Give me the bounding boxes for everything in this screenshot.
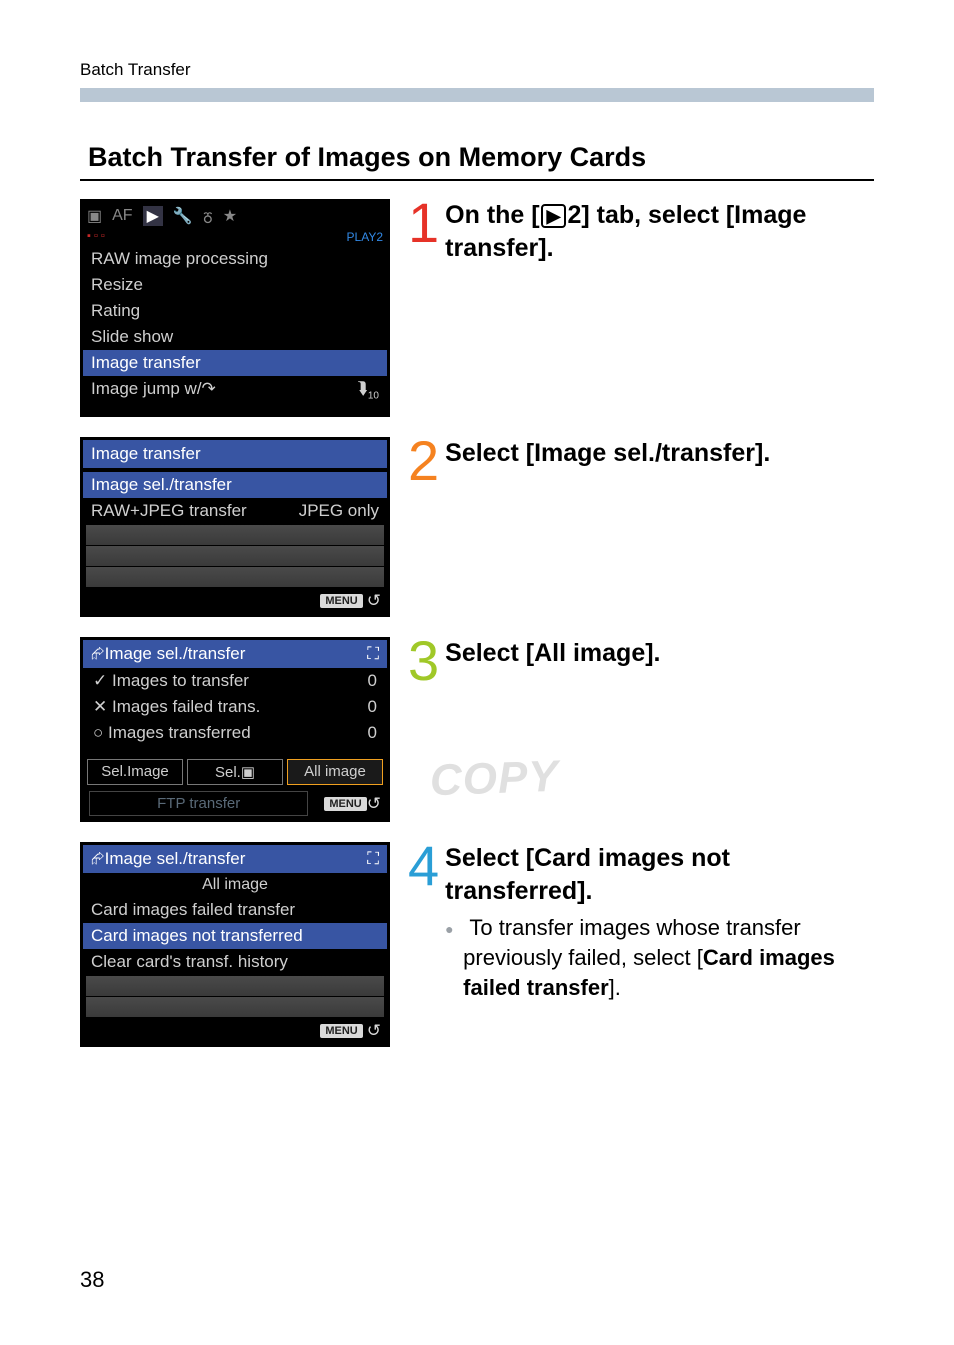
breadcrumb: Batch Transfer [80,60,191,79]
lcd-btn-all-image: All image [287,759,383,785]
lcd-item: Card images failed transfer [83,897,387,923]
lcd-stat-row: ○ Images transferred 0 [83,720,387,746]
lcd-item: RAW image processing [83,246,387,272]
lcd-slot [86,525,384,545]
star-icon: ★ [223,206,237,226]
step-4-title: Select [Card images not transferred]. [445,842,874,907]
section-title: Batch Transfer of Images on Memory Cards [80,138,874,179]
subtab-label: PLAY2 [347,230,383,244]
lcd-stat-row: ✕ Images failed trans. 0 [83,694,387,720]
step-1-title: On the [▶2] tab, select [Image transfer]… [445,199,874,264]
lcd-tabs: ▣ AF ▶ 🔧 🜻 ★ [83,202,387,230]
step-3-title: Select [All image]. [445,637,874,670]
card-icon: ⛶ [367,849,379,869]
lcd-item: Rating [83,298,387,324]
lcd-title: ⮳Image sel./transfer ⛶ [83,845,387,873]
lcd-stat-row: ✓ Images to transfer 0 [83,668,387,694]
lcd-screenshot-4: ⮳Image sel./transfer ⛶ All image Card im… [80,842,390,1047]
lcd-row: RAW+JPEG transfer JPEG only [83,498,387,524]
lcd-screenshot-3: ⮳Image sel./transfer ⛶ ✓ Images to trans… [80,637,390,822]
lcd-btn-sel-folder: Sel.▣ [187,759,283,785]
step-number-1: 1 [408,199,439,417]
lcd-subtitle: All image [83,873,387,897]
lcd-ftp-row: FTP transfer MENU ↺ [83,788,387,819]
return-icon: ↺ [367,794,381,814]
card-icon: ⛶ [367,644,379,664]
step-3: ⮳Image sel./transfer ⛶ ✓ Images to trans… [80,637,874,822]
custom-icon: 🜻 [203,200,213,233]
play-tab-icon: ▶ [143,206,163,226]
lcd-jump-row: Image jump w/↷ ⮯10 [83,376,387,404]
lcd-item-highlight: Image sel./transfer [83,472,387,498]
step-number-4: 4 [408,842,439,1047]
lcd-button-row: Sel.Image Sel.▣ All image [83,756,387,788]
lcd-title: Image transfer [83,440,387,468]
lcd-item-highlight: Image transfer [83,350,387,376]
af-icon: AF [112,207,132,225]
menu-badge: MENU [320,594,362,608]
lcd-slot [86,997,384,1017]
menu-badge: MENU [324,797,366,811]
lcd-subtabs: ▪ ▫ ▫ PLAY2 [83,230,387,246]
return-icon: ↺ [367,1021,381,1041]
lcd-btn-sel-image: Sel.Image [87,759,183,785]
header-divider [80,88,874,102]
step-4-bullet: To transfer images whose transfer previo… [463,913,874,1002]
step-number-2: 2 [408,437,439,617]
lcd-item-highlight: Card images not transferred [83,923,387,949]
step-2-title: Select [Image sel./transfer]. [445,437,874,470]
lcd-item: Clear card's transf. history [83,949,387,975]
menu-badge: MENU [320,1024,362,1038]
lcd-slot [86,567,384,587]
lcd-title: ⮳Image sel./transfer ⛶ [83,640,387,668]
section-title-wrap: Batch Transfer of Images on Memory Cards [80,138,874,181]
lcd-item: Resize [83,272,387,298]
dial-icon: ↷ [202,379,216,398]
step-4: ⮳Image sel./transfer ⛶ All image Card im… [80,842,874,1047]
return-icon: ↺ [367,591,381,611]
lcd-footer: MENU ↺ [83,588,387,614]
lcd-ftp-btn: FTP transfer [89,791,308,816]
lcd-slot [86,546,384,566]
subtab-dots: ▪ ▫ ▫ [87,230,105,244]
lcd-item: Slide show [83,324,387,350]
lcd-screenshot-2: Image transfer Image sel./transfer RAW+J… [80,437,390,617]
step-1: ▣ AF ▶ 🔧 🜻 ★ ▪ ▫ ▫ PLAY2 RAW image proce… [80,199,874,417]
jump-value-icon: ⮯10 [358,379,379,401]
jump-label: Image jump w/ [91,379,202,398]
camera-icon: ▣ [87,206,102,226]
page-number: 38 [80,1267,104,1293]
step-2: Image transfer Image sel./transfer RAW+J… [80,437,874,617]
play-icon: ▶ [541,204,567,228]
wrench-icon: 🔧 [173,206,193,226]
lcd-slot [86,976,384,996]
lcd-footer: MENU ↺ [83,1018,387,1044]
step-number-3: 3 [408,637,439,822]
lcd-screenshot-1: ▣ AF ▶ 🔧 🜻 ★ ▪ ▫ ▫ PLAY2 RAW image proce… [80,199,390,417]
